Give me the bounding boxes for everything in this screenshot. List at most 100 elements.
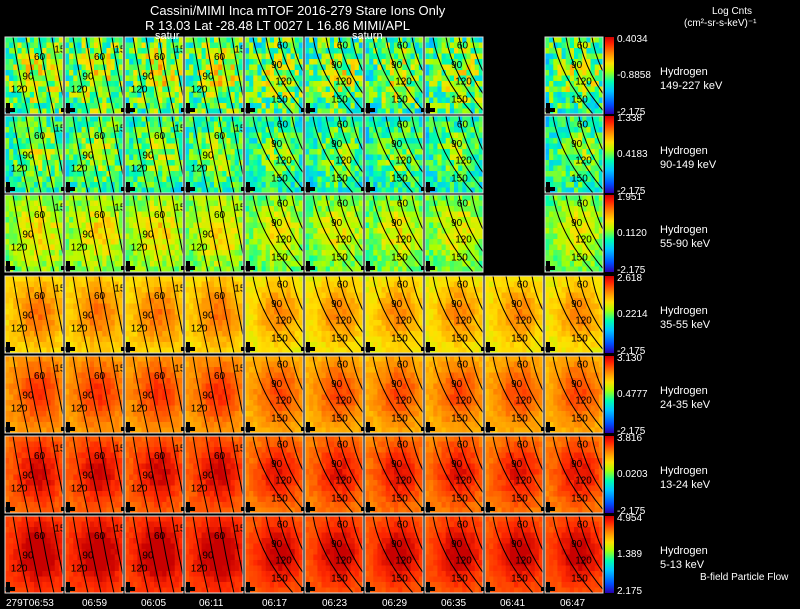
contour-label: 120 bbox=[575, 476, 592, 487]
contour-label: 120 bbox=[455, 476, 472, 487]
contour-label: 150 bbox=[331, 173, 348, 184]
contour-label: 60 bbox=[277, 280, 289, 291]
color-scale-bar bbox=[605, 356, 614, 433]
image-grid: 6090120150609012015060901201506090120150… bbox=[1, 36, 620, 596]
contour-label: 60 bbox=[397, 199, 409, 210]
contour-label: 120 bbox=[395, 476, 412, 487]
contour-label: 150 bbox=[571, 493, 588, 504]
scale-max-value: 0.4034 bbox=[617, 34, 648, 45]
contour-label: 120 bbox=[131, 84, 148, 95]
contour-label: 150 bbox=[331, 413, 348, 424]
contour-label: 120 bbox=[515, 396, 532, 407]
contour-label: 90 bbox=[391, 459, 403, 470]
contour-label: 150 bbox=[451, 173, 468, 184]
contour-label: 120 bbox=[131, 403, 148, 414]
contour-label: 150 bbox=[511, 333, 528, 344]
time-tick-label: 06:23 bbox=[322, 598, 348, 609]
contour-label: 150 bbox=[391, 493, 408, 504]
contour-label: 120 bbox=[191, 403, 208, 414]
contour-label: 120 bbox=[515, 476, 532, 487]
energy-range-label: 90-149 keV bbox=[660, 159, 717, 171]
contour-label: 60 bbox=[277, 360, 289, 371]
contour-label: 150 bbox=[451, 413, 468, 424]
contour-label: 120 bbox=[575, 316, 592, 327]
contour-label: 60 bbox=[94, 210, 106, 221]
scale-mid-value: 0.4183 bbox=[617, 148, 648, 160]
contour-label: 90 bbox=[142, 150, 154, 161]
contour-label: 120 bbox=[191, 563, 208, 574]
contour-label: 90 bbox=[271, 139, 283, 150]
contour-label: 150 bbox=[391, 95, 408, 106]
contour-label: 120 bbox=[395, 396, 412, 407]
contour-label: 60 bbox=[577, 280, 589, 291]
energy-range-label: 5-13 keV bbox=[660, 559, 705, 571]
contour-label: 120 bbox=[575, 156, 592, 167]
contour-label: 120 bbox=[575, 396, 592, 407]
no-data-panel bbox=[485, 195, 543, 272]
contour-label: 90 bbox=[271, 539, 283, 550]
contour-label: 150 bbox=[391, 333, 408, 344]
contour-label: 60 bbox=[34, 291, 46, 302]
contour-label: 90 bbox=[271, 218, 283, 229]
contour-label: 150 bbox=[271, 252, 288, 263]
contour-label: 120 bbox=[71, 323, 88, 334]
contour-label: 60 bbox=[457, 440, 469, 451]
contour-label: 90 bbox=[391, 299, 403, 310]
contour-label: 150 bbox=[331, 574, 348, 585]
contour-label: 90 bbox=[82, 310, 94, 321]
contour-label: 120 bbox=[275, 476, 292, 487]
contour-label: 90 bbox=[82, 71, 94, 82]
units-label: (cm²-sr-s-keV)⁻¹ bbox=[684, 18, 757, 29]
contour-label: 120 bbox=[71, 483, 88, 494]
contour-label: 60 bbox=[397, 440, 409, 451]
contour-label: 90 bbox=[22, 470, 34, 481]
contour-label: 120 bbox=[71, 242, 88, 253]
contour-label: 90 bbox=[391, 539, 403, 550]
time-tick-label: 06:17 bbox=[262, 598, 288, 609]
contour-label: 150 bbox=[571, 333, 588, 344]
contour-label: 120 bbox=[395, 235, 412, 246]
contour-label: 120 bbox=[131, 563, 148, 574]
contour-label: 120 bbox=[11, 323, 28, 334]
contour-label: 60 bbox=[577, 360, 589, 371]
time-tick-label: 06:11 bbox=[199, 598, 224, 609]
contour-label: 60 bbox=[457, 360, 469, 371]
contour-label: 60 bbox=[214, 531, 226, 542]
contour-label: 90 bbox=[511, 539, 523, 550]
contour-label: 90 bbox=[82, 229, 94, 240]
contour-label: 120 bbox=[455, 396, 472, 407]
contour-label: 90 bbox=[82, 550, 94, 561]
contour-label: 90 bbox=[82, 150, 94, 161]
energy-range-label: 55-90 keV bbox=[660, 238, 711, 250]
contour-label: 150 bbox=[271, 413, 288, 424]
color-scale-bar bbox=[605, 436, 614, 513]
contour-label: 60 bbox=[94, 291, 106, 302]
contour-label: 90 bbox=[271, 459, 283, 470]
contour-label: 60 bbox=[337, 360, 349, 371]
contour-label: 120 bbox=[191, 84, 208, 95]
contour-label: 150 bbox=[451, 252, 468, 263]
color-scale-bar bbox=[605, 37, 614, 114]
energy-range-label: 24-35 keV bbox=[660, 399, 711, 411]
time-tick-label: 06:29 bbox=[382, 598, 408, 609]
energy-range-label: 149-227 keV bbox=[660, 80, 723, 92]
scale-min-value: -2.175 bbox=[617, 426, 646, 437]
time-tick-label: 06:41 bbox=[500, 598, 526, 609]
